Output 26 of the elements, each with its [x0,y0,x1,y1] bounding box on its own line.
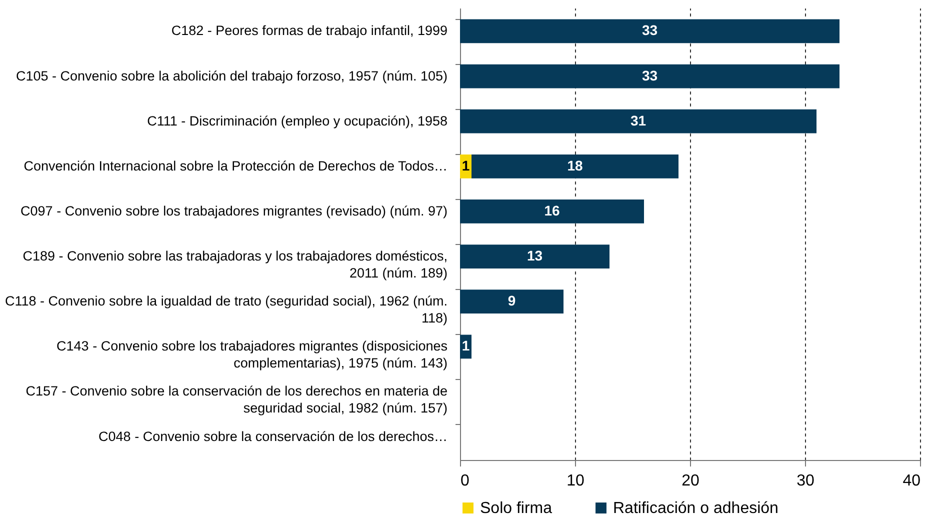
data-label: 1 [462,338,470,354]
data-label: 33 [642,67,658,84]
y-tick-label: C182 - Peores formas de trabajo infantil, 1999 [171,23,448,38]
x-tick-label: 30 [796,472,814,490]
y-tick-label: C105 - Convenio sobre la abolición del trabajo forzoso, 1957 (núm. 105) [16,68,448,84]
legend-label: Solo firma [480,500,552,517]
y-tick-label: C118 - Convenio sobre la igualdad de trato (seguridad social), 1962 (núm. 118) [4,294,448,326]
x-tick-label: 10 [566,472,584,490]
data-label: 33 [642,22,658,38]
data-label: 31 [630,112,646,128]
y-tick-label: C143 - Convenio sobre los trabajadores migrantes (disposiciones complementarias), 1975 (núm. 143) [56,338,448,371]
data-label: 13 [526,248,543,264]
data-label: 16 [544,202,560,218]
x-tick-label: 20 [682,472,700,490]
y-tick-label: C111 - Discriminación (empleo y ocupación), 1958 [147,113,448,128]
x-tick-label: 0 [460,472,470,490]
y-tick-label: Convención Internacional sobre la Protección de Derechos de Todos… [24,158,448,174]
data-label: 18 [567,157,583,174]
y-tick-label: C097 - Convenio sobre los trabajadores migrantes (revisado) (núm. 97) [20,203,448,218]
y-tick-label: C157 - Convenio sobre la conservación de los derechos en materia de seguridad social, 1982 (núm. 157) [26,384,448,416]
data-label: 1 [462,157,470,174]
data-label: 9 [508,292,516,309]
legend-label: Ratificación o adhesión [613,500,778,517]
y-tick-label: C048 - Convenio sobre la conservación de los derechos… [98,428,448,444]
y-tick-label: C189 - Convenio sobre las trabajadoras y los trabajadores domésticos, 2011 (núm. 189) [22,248,448,281]
x-tick-label: 40 [902,472,921,490]
